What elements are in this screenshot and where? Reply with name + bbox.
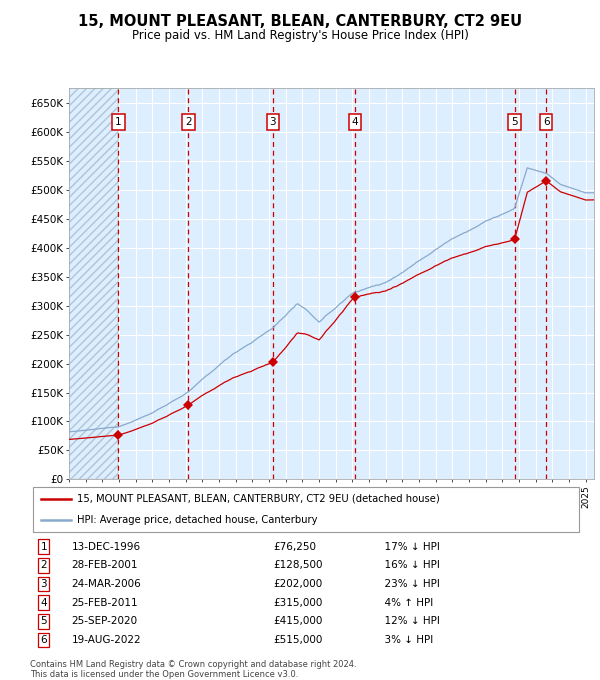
FancyBboxPatch shape: [33, 487, 579, 532]
Text: 17% ↓ HPI: 17% ↓ HPI: [378, 541, 440, 551]
Text: This data is licensed under the Open Government Licence v3.0.: This data is licensed under the Open Gov…: [30, 670, 298, 679]
Text: Price paid vs. HM Land Registry's House Price Index (HPI): Price paid vs. HM Land Registry's House …: [131, 29, 469, 41]
Bar: [69, 88, 118, 479]
Text: 28-FEB-2001: 28-FEB-2001: [71, 560, 138, 571]
Text: 3: 3: [269, 117, 276, 126]
Text: 12% ↓ HPI: 12% ↓ HPI: [378, 616, 440, 626]
Text: 15, MOUNT PLEASANT, BLEAN, CANTERBURY, CT2 9EU (detached house): 15, MOUNT PLEASANT, BLEAN, CANTERBURY, C…: [77, 494, 440, 504]
Text: 5: 5: [40, 616, 47, 626]
Text: £202,000: £202,000: [273, 579, 322, 589]
Text: 5: 5: [511, 117, 518, 126]
Text: 4: 4: [40, 598, 47, 608]
Text: 15, MOUNT PLEASANT, BLEAN, CANTERBURY, CT2 9EU: 15, MOUNT PLEASANT, BLEAN, CANTERBURY, C…: [78, 14, 522, 29]
Text: 25-FEB-2011: 25-FEB-2011: [71, 598, 138, 608]
Text: £515,000: £515,000: [273, 635, 322, 645]
Text: 4% ↑ HPI: 4% ↑ HPI: [378, 598, 433, 608]
Text: 3: 3: [40, 579, 47, 589]
Text: 25-SEP-2020: 25-SEP-2020: [71, 616, 137, 626]
Text: 6: 6: [543, 117, 550, 126]
Text: 3% ↓ HPI: 3% ↓ HPI: [378, 635, 433, 645]
Text: 24-MAR-2006: 24-MAR-2006: [71, 579, 141, 589]
Text: 1: 1: [40, 541, 47, 551]
Text: HPI: Average price, detached house, Canterbury: HPI: Average price, detached house, Cant…: [77, 515, 317, 525]
Text: 4: 4: [352, 117, 358, 126]
Text: £415,000: £415,000: [273, 616, 322, 626]
Text: 2: 2: [185, 117, 191, 126]
Text: £128,500: £128,500: [273, 560, 322, 571]
Text: 23% ↓ HPI: 23% ↓ HPI: [378, 579, 440, 589]
Text: 2: 2: [40, 560, 47, 571]
Text: £315,000: £315,000: [273, 598, 322, 608]
Text: Contains HM Land Registry data © Crown copyright and database right 2024.: Contains HM Land Registry data © Crown c…: [30, 660, 356, 668]
Text: 13-DEC-1996: 13-DEC-1996: [71, 541, 140, 551]
Text: 6: 6: [40, 635, 47, 645]
Text: 1: 1: [115, 117, 122, 126]
Text: 16% ↓ HPI: 16% ↓ HPI: [378, 560, 440, 571]
Text: 19-AUG-2022: 19-AUG-2022: [71, 635, 141, 645]
Text: £76,250: £76,250: [273, 541, 316, 551]
